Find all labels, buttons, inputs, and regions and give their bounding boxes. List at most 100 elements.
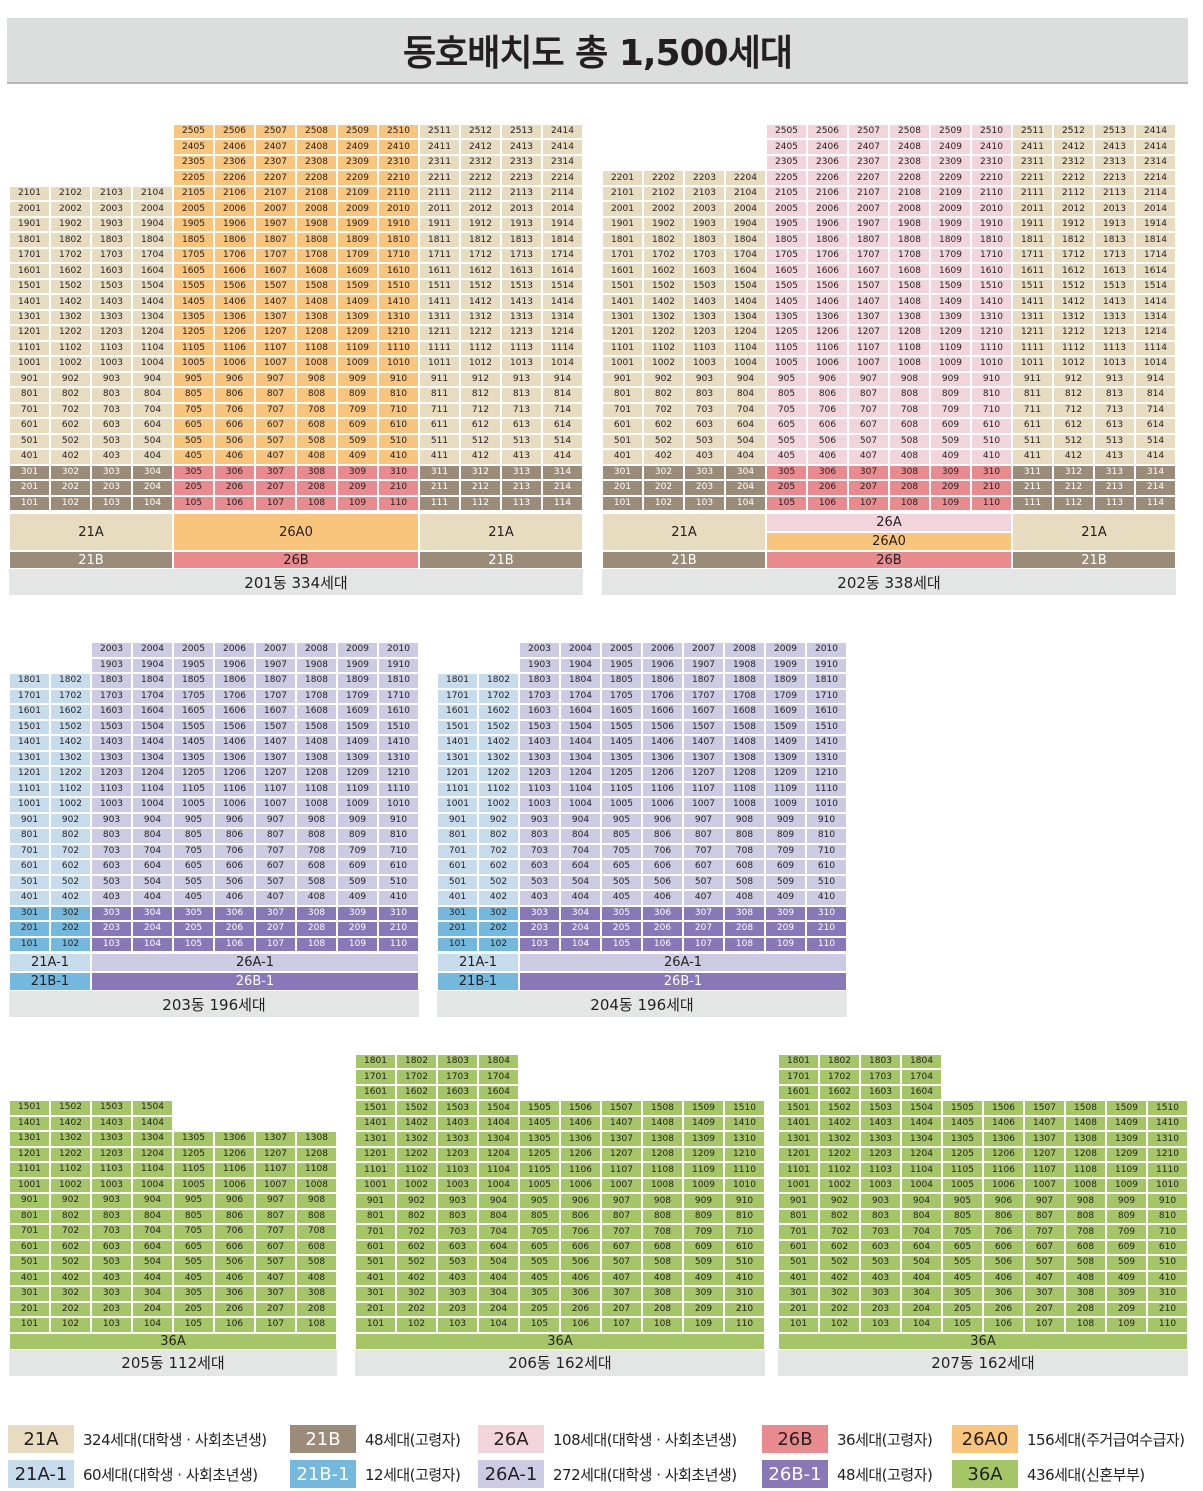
unit-cell: 2113: [1094, 185, 1135, 202]
unit-cell: 913: [1094, 371, 1135, 388]
unit-cell: 806: [642, 828, 683, 844]
unit-cell: 607: [255, 859, 296, 875]
unit-cell: 2004: [132, 201, 173, 217]
unit-cell: 405: [519, 1270, 560, 1287]
unit-cell: 307: [255, 1286, 296, 1302]
unit-cell: 905: [601, 812, 642, 828]
unit-cell: 305: [173, 464, 214, 481]
unit-cell: 1507: [255, 278, 296, 295]
unit-cell: 1704: [132, 247, 173, 264]
unit-cell: 204: [560, 921, 601, 937]
unit-cell: 2414: [1135, 124, 1176, 140]
unit-cell: 2205: [173, 170, 214, 186]
unit-cell: 2314: [542, 154, 583, 171]
unit-cell: 1412: [1053, 294, 1094, 310]
unit-cell: 108: [296, 495, 337, 511]
unit-cell: 106: [642, 936, 683, 952]
unit-cell: 1509: [1106, 1100, 1147, 1116]
unit-cell: 104: [725, 495, 766, 511]
unit-cell: 2309: [337, 154, 378, 171]
unit-cell: 1203: [91, 766, 132, 782]
unit-cell: 601: [9, 1239, 50, 1255]
unit-cell: 307: [255, 464, 296, 481]
unit-cell: 1406: [214, 735, 255, 751]
unit-cell: 2213: [501, 170, 542, 186]
unit-cell: 204: [901, 1301, 942, 1318]
unit-cell: 212: [1053, 480, 1094, 496]
unit-cell: 209: [337, 480, 378, 496]
unit-cell: 403: [437, 1270, 478, 1287]
unit-cell: 1101: [9, 781, 50, 797]
unit-cell: 1303: [91, 309, 132, 326]
unit-cell: 1204: [725, 325, 766, 341]
unit-cell: 2206: [214, 170, 255, 186]
unit-cell: 1009: [930, 356, 971, 372]
unit-cell: 504: [560, 874, 601, 890]
unit-cell: 1602: [50, 263, 91, 279]
unit-cell: 2003: [91, 201, 132, 217]
unit-cell: 1606: [214, 704, 255, 720]
unit-cell: 208: [1065, 1301, 1106, 1318]
unit-cell: 1803: [91, 673, 132, 689]
unit-cell: 302: [819, 1286, 860, 1302]
unit-cell: 308: [724, 905, 765, 921]
unit-cell: 1311: [1012, 309, 1053, 326]
unit-cell: 1404: [560, 735, 601, 751]
unit-cell: 2009: [765, 642, 806, 658]
unit-cell: 2213: [1094, 170, 1135, 186]
unit-cell: 107: [848, 495, 889, 511]
unit-cell: 701: [9, 843, 50, 859]
unit-cell: 209: [337, 921, 378, 937]
unit-cell: 505: [766, 433, 807, 450]
unit-cell: 1801: [9, 673, 50, 689]
unit-cell: 310: [378, 464, 419, 481]
unit-cell: 1101: [602, 340, 643, 357]
unit-cell: 908: [642, 1193, 683, 1209]
unit-cell: 1901: [602, 216, 643, 233]
unit-cell: 210: [724, 1301, 765, 1318]
unit-cell: 1804: [560, 673, 601, 689]
unit-cell: 901: [437, 812, 478, 828]
unit-cell: 510: [806, 874, 847, 890]
unit-cell: 1104: [725, 340, 766, 357]
unit-cell: 712: [1053, 402, 1094, 419]
unit-type-label: 21A: [602, 513, 766, 551]
unit-cell: 202: [478, 921, 519, 937]
unit-cell: 1604: [478, 1084, 519, 1101]
unit-cell: 214: [1135, 480, 1176, 496]
unit-cell: 504: [132, 1255, 173, 1271]
unit-cell: 1206: [214, 1146, 255, 1162]
unit-cell: 1910: [378, 216, 419, 233]
unit-cell: 707: [848, 402, 889, 419]
unit-cell: 202: [50, 1301, 91, 1317]
unit-cell: 1403: [91, 735, 132, 751]
unit-cell: 401: [437, 890, 478, 906]
unit-cell: 110: [378, 495, 419, 511]
unit-cell: 309: [930, 464, 971, 481]
unit-cell: 2307: [848, 154, 889, 171]
unit-cell: 2007: [255, 642, 296, 658]
unit-cell: 605: [519, 1239, 560, 1256]
unit-cell: 1004: [132, 1177, 173, 1193]
unit-cell: 1301: [9, 1131, 50, 1147]
unit-cell: 107: [601, 1317, 642, 1333]
unit-cell: 1906: [807, 216, 848, 233]
unit-cell: 1104: [132, 1162, 173, 1178]
unit-cell: 701: [602, 402, 643, 419]
unit-cell: 1814: [1135, 232, 1176, 248]
unit-cell: 607: [848, 418, 889, 434]
unit-cell: 707: [255, 1224, 296, 1240]
unit-cell: 101: [437, 936, 478, 952]
unit-cell: 605: [601, 859, 642, 875]
unit-cell: 1102: [478, 781, 519, 797]
unit-cell: 1006: [983, 1177, 1024, 1194]
unit-cell: 1010: [971, 356, 1012, 372]
unit-cell: 1909: [930, 216, 971, 233]
unit-cell: 1003: [91, 356, 132, 372]
unit-cell: 2109: [930, 185, 971, 202]
unit-cell: 2013: [1094, 201, 1135, 217]
unit-cell: 704: [560, 843, 601, 859]
unit-cell: 1803: [91, 232, 132, 248]
unit-cell: 801: [9, 1208, 50, 1224]
unit-cell: 1907: [255, 216, 296, 233]
